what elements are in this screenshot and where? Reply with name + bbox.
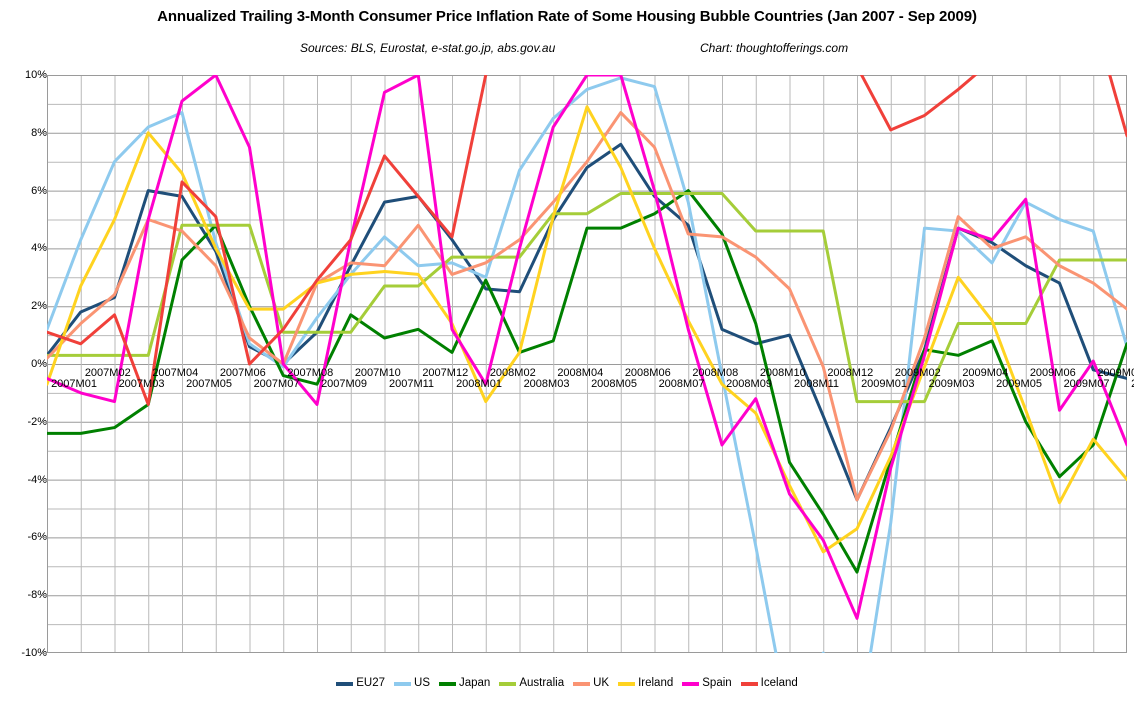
legend-item-label: Spain bbox=[702, 677, 732, 689]
legend-swatch-icon bbox=[618, 681, 636, 686]
y-axis-tick-label: -2% bbox=[27, 415, 47, 428]
x-axis-tick-label: 2007M03 bbox=[118, 378, 165, 390]
x-axis-tick-label: 2008M12 bbox=[827, 367, 874, 379]
y-axis-tick bbox=[42, 537, 47, 539]
series-line-spain bbox=[47, 75, 1127, 620]
chart-credit: Chart: thoughtofferings.com bbox=[700, 41, 849, 55]
legend-item-japan[interactable]: Japan bbox=[439, 677, 491, 690]
x-axis-tick-label: 2008M07 bbox=[658, 378, 705, 390]
x-axis-tick-label: 2007M08 bbox=[287, 367, 334, 379]
x-axis-tick-label: 2009M04 bbox=[962, 367, 1009, 379]
x-axis-tick-label: 2008M09 bbox=[726, 378, 772, 390]
y-axis-tick bbox=[42, 306, 47, 308]
y-axis-tick bbox=[42, 190, 47, 192]
y-axis-tick-label: -4% bbox=[27, 473, 47, 486]
legend-item-label: Ireland bbox=[638, 677, 674, 689]
legend-item-australia[interactable]: Australia bbox=[499, 677, 565, 690]
x-axis-tick-label: 2007M07 bbox=[253, 378, 300, 390]
x-axis-tick-label: 2008M04 bbox=[557, 367, 604, 379]
series-line-us bbox=[47, 76, 1127, 653]
y-axis-tick bbox=[42, 75, 47, 76]
x-axis-tick-label: 2007M09 bbox=[321, 378, 367, 390]
legend-swatch-icon bbox=[682, 681, 700, 686]
legend-item-ireland[interactable]: Ireland bbox=[618, 677, 674, 690]
grid-layer bbox=[47, 75, 1127, 653]
legend-item-eu27[interactable]: EU27 bbox=[336, 677, 386, 690]
legend-item-label: US bbox=[414, 677, 430, 689]
legend-item-spain[interactable]: Spain bbox=[682, 677, 732, 690]
y-axis-tick bbox=[42, 248, 47, 250]
legend-item-label: Japan bbox=[459, 677, 491, 689]
legend-swatch-icon bbox=[499, 681, 517, 686]
x-axis-tick-label: 2007M06 bbox=[219, 367, 266, 379]
chart-legend: EU27 US Japan Australia UK Ireland Spain Icelan… bbox=[0, 677, 1134, 690]
x-axis-tick-label: 2009M07 bbox=[1063, 378, 1110, 390]
legend-swatch-icon bbox=[573, 681, 591, 686]
y-axis-tick-label: 2% bbox=[31, 300, 47, 313]
legend-item-iceland[interactable]: Iceland bbox=[740, 677, 798, 690]
x-axis-tick-label: 2009M06 bbox=[1029, 367, 1076, 379]
x-axis-tick-label: 2007M05 bbox=[186, 378, 232, 390]
legend-item-us[interactable]: US bbox=[394, 677, 430, 690]
x-axis-tick-label: 2009M02 bbox=[894, 367, 941, 379]
sources-note: Sources: BLS, Eurostat, e-stat.go.jp, ab… bbox=[300, 41, 556, 55]
y-axis-tick-label: -8% bbox=[27, 589, 47, 602]
y-axis-tick bbox=[42, 132, 47, 134]
y-axis-tick-label: 4% bbox=[31, 242, 47, 255]
x-axis-tick-label: 2007M01 bbox=[51, 378, 97, 390]
series-line-uk bbox=[47, 111, 1127, 502]
y-axis-tick-label: -6% bbox=[27, 531, 47, 544]
legend-item-label: Australia bbox=[519, 677, 565, 689]
x-axis-tick-label: 2008M10 bbox=[759, 367, 806, 379]
legend-item-label: Iceland bbox=[760, 677, 798, 689]
x-axis-tick-label: 2008M02 bbox=[489, 367, 536, 379]
series-line-iceland bbox=[47, 75, 1127, 406]
x-axis-tick-label: 2007M11 bbox=[388, 378, 435, 390]
y-axis-tick bbox=[42, 364, 47, 365]
legend-swatch-icon bbox=[439, 681, 456, 686]
legend-swatch-icon bbox=[740, 681, 758, 686]
plot-area bbox=[47, 75, 1127, 653]
legend-swatch-icon bbox=[336, 681, 354, 686]
x-axis-tick-label: 2007M12 bbox=[422, 367, 469, 379]
series-line-japan bbox=[47, 189, 1127, 574]
series-line-ireland bbox=[47, 105, 1127, 554]
series-line-australia bbox=[47, 191, 1127, 404]
x-axis-tick-label: 2008M06 bbox=[624, 367, 671, 379]
page-title: Annualized Trailing 3-Month Consumer Pri… bbox=[157, 8, 977, 25]
legend-item-label: EU27 bbox=[356, 677, 386, 689]
x-axis-tick-label: 2007M10 bbox=[354, 367, 401, 379]
y-axis-tick bbox=[42, 421, 47, 423]
x-axis-tick-label: 2009M08 bbox=[1097, 367, 1134, 379]
x-axis-tick-label: 2009M05 bbox=[996, 378, 1042, 390]
y-axis-tick-label: 6% bbox=[31, 184, 47, 197]
legend-swatch-icon bbox=[394, 681, 412, 686]
x-axis-tick-label: 2009M03 bbox=[928, 378, 975, 390]
x-axis-tick-label: 2009M09 bbox=[1131, 378, 1134, 390]
y-axis-tick-label: 10% bbox=[24, 69, 47, 81]
legend-item-label: UK bbox=[593, 677, 610, 689]
x-axis-tick-label: 2008M03 bbox=[523, 378, 570, 390]
y-axis-tick-label: 0% bbox=[31, 358, 47, 370]
y-axis-tick bbox=[42, 479, 47, 481]
x-axis-tick-label: 2008M05 bbox=[591, 378, 637, 390]
y-axis-tick-label: -10% bbox=[21, 647, 47, 659]
legend-item-uk[interactable]: UK bbox=[573, 677, 610, 690]
x-axis-tick-label: 2007M04 bbox=[152, 367, 199, 379]
series-layer bbox=[47, 75, 1127, 653]
y-axis-tick-label: 8% bbox=[31, 126, 47, 139]
y-axis-tick bbox=[42, 595, 47, 597]
x-axis-tick-label: 2008M11 bbox=[793, 378, 840, 390]
x-axis-tick-label: 2008M01 bbox=[456, 378, 502, 390]
x-axis-tick-label: 2008M08 bbox=[692, 367, 739, 379]
x-axis-tick-label: 2009M01 bbox=[861, 378, 907, 390]
x-axis-tick-label: 2007M02 bbox=[84, 367, 131, 379]
y-axis-tick bbox=[42, 653, 47, 654]
